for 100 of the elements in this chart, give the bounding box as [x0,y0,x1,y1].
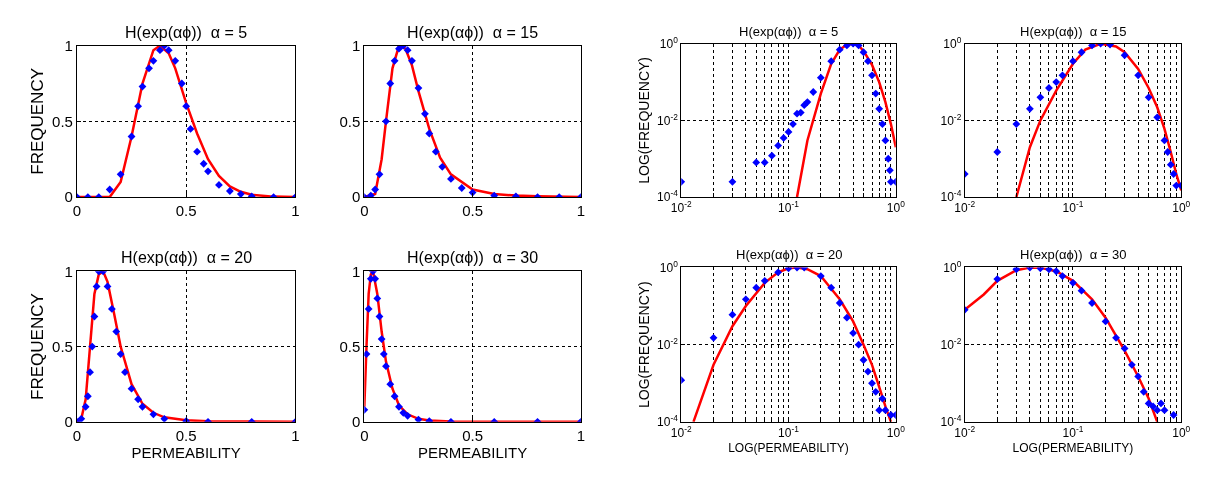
y-tick-label: 10$^{-2}$ [940,335,962,352]
point [112,327,121,336]
point [116,170,125,179]
point [92,282,101,291]
point [371,185,380,194]
chart-title: H(exp(αϕ)) α = 15 [407,24,539,41]
point [160,414,169,422]
y-axis-title: LOG(FREQUENCY) [635,57,652,184]
point [121,368,129,377]
point [171,56,180,65]
chart-title: H(exp(αϕ)) α = 20 [121,249,253,266]
y-tick-label: 10$^{0}$ [659,34,679,51]
x-axis-title: LOG(PERMEABILITY) [728,441,849,456]
point [199,159,208,168]
point [149,56,158,65]
point [215,181,223,189]
chart-title: H(exp(αϕ)) α = 30 [1020,247,1127,262]
point [490,191,499,198]
line-series [364,45,581,198]
x-tick-label: 1 [291,202,300,220]
point [382,362,390,371]
point [182,102,191,111]
point [425,129,434,138]
y-tick-label: 10$^{-2}$ [657,111,679,128]
point [379,350,388,358]
point [395,45,403,53]
point [364,305,373,313]
x-axis-title: PERMEABILITY [131,443,241,461]
point [236,190,245,198]
x-tick-label: 10$^{-2}$ [670,199,692,216]
y-tick-label: 0.5 [52,337,73,355]
y-tick-label: 0.5 [52,112,73,130]
x-tick-label: 0.5 [175,426,197,444]
point [164,46,173,55]
point [421,109,429,118]
chart-title: H(exp(αϕ)) α = 30 [407,249,539,266]
point [105,185,114,194]
y-tick-label: 10$^{-2}$ [940,111,962,128]
point [134,395,143,404]
x-tick-label: 0.5 [175,202,197,220]
point [88,342,97,351]
point [116,350,125,358]
point [225,187,234,195]
y-tick-label: 0.5 [339,112,361,130]
point [364,350,371,358]
y-tick-label: 1 [64,262,73,280]
point [83,392,92,401]
point [438,162,447,171]
chart-title: H(exp(αϕ)) α = 15 [1020,24,1127,39]
point [375,170,384,179]
chart-title: H(exp(αϕ)) α = 20 [736,247,843,262]
x-tick-label: 10$^{-1}$ [778,199,800,216]
x-tick-label: 1 [291,426,300,444]
line-series [76,271,296,422]
point [77,414,86,422]
y-axis-title: FREQUENCY [27,68,47,175]
y-tick-label: 10$^{0}$ [659,258,679,275]
x-tick-label: 10$^{0}$ [1172,199,1191,216]
x-axis-title: PERMEABILITY [417,443,528,461]
point [414,84,423,92]
x-tick-label: 10$^{-2}$ [954,424,976,441]
x-tick-label: 10$^{0}$ [886,199,906,216]
point [390,56,399,65]
chart-title: H(exp(αϕ)) α = 5 [739,24,839,39]
y-tick-label: 10$^{0}$ [943,34,962,51]
point [145,64,153,73]
point [366,191,375,198]
point [382,117,390,126]
point [386,380,395,389]
x-tick-label: 10$^{-1}$ [1062,424,1084,441]
y-tick-label: 1 [351,262,361,280]
point [395,402,403,411]
x-axis-title: LOG(PERMEABILITY) [1012,441,1134,456]
point [127,384,136,393]
point [377,335,386,343]
y-axis-title: LOG(FREQUENCY) [635,281,652,409]
point [399,408,408,417]
x-tick-label: 10$^{-1}$ [1062,199,1084,216]
y-tick-label: 0.5 [339,337,361,355]
line-series [364,271,581,422]
x-tick-label: 10$^{-2}$ [670,424,692,441]
x-tick-label: 10$^{-2}$ [954,199,976,216]
point [457,184,466,192]
x-tick-label: 0.5 [462,202,484,220]
point [107,305,116,313]
point [403,411,412,420]
point [403,46,412,55]
y-tick-label: 10$^{-2}$ [657,335,679,352]
point [103,282,112,291]
x-tick-label: 10$^{-1}$ [778,424,800,441]
point [138,402,147,411]
y-tick-label: 1 [351,36,361,54]
point [373,294,382,303]
x-tick-label: 1 [576,202,586,220]
point [390,392,399,401]
x-tick-label: 0.5 [462,426,484,444]
x-tick-label: 10$^{0}$ [886,424,906,441]
chart-title: H(exp(αϕ)) α = 5 [125,24,248,41]
point [408,56,416,65]
point [134,102,143,111]
